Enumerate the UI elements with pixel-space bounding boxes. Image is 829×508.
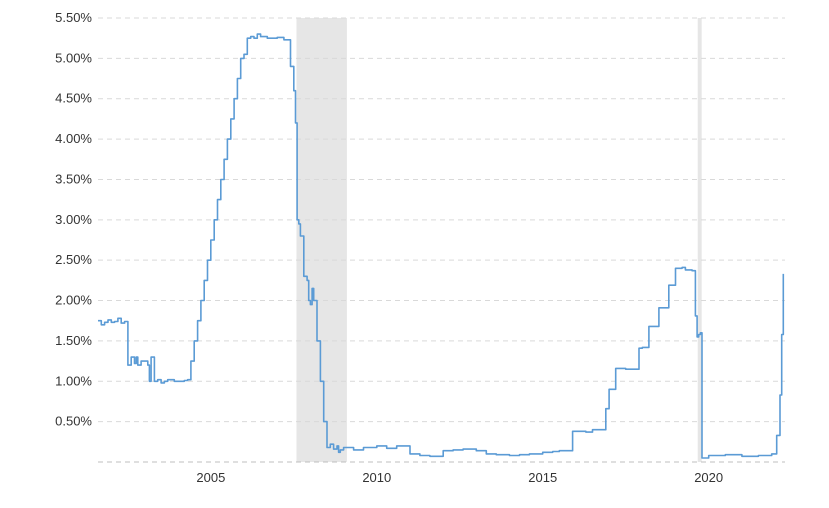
- y-axis-tick-labels: 0.50% 1.00% 1.50% 2.00% 2.50% 3.00% 3.50% 4.00%…: [55, 10, 92, 429]
- y-tick-label: 3.50%: [55, 171, 92, 186]
- x-tick-label: 2005: [196, 470, 225, 485]
- series-layer: [98, 33, 785, 459]
- y-tick-label: 5.00%: [55, 50, 92, 65]
- x-tick-label: 2015: [528, 470, 557, 485]
- x-axis-tick-labels: 2005 2010 2015 2020: [196, 470, 723, 485]
- y-tick-label: 1.50%: [55, 333, 92, 348]
- recession-bands: [296, 18, 702, 462]
- x-tick-label: 2010: [362, 470, 391, 485]
- y-tick-label: 2.00%: [55, 293, 92, 308]
- y-tick-label: 3.00%: [55, 212, 92, 227]
- y-tick-label: 4.50%: [55, 91, 92, 106]
- series-line-1: [98, 33, 785, 459]
- recession-band-2: [697, 18, 702, 462]
- x-tick-label: 2020: [694, 470, 723, 485]
- gridlines: [98, 17, 785, 463]
- y-tick-label: 0.50%: [55, 414, 92, 429]
- y-tick-label: 4.00%: [55, 131, 92, 146]
- y-tick-label: 5.50%: [55, 10, 92, 25]
- recession-band-1: [296, 18, 347, 462]
- y-tick-label: 2.50%: [55, 252, 92, 267]
- y-tick-label: 1.00%: [55, 373, 92, 388]
